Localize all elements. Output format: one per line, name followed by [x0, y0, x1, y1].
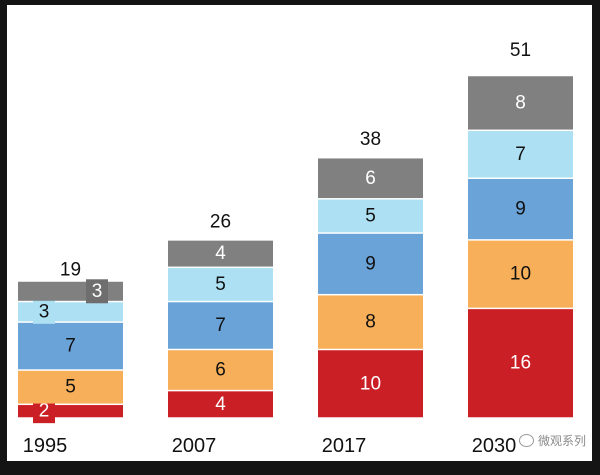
bar-2030-segment-1 [468, 309, 573, 418]
bar-1995-segment-2 [18, 370, 123, 404]
bar-2017-segment-2 [318, 295, 423, 349]
segment-label-2030-2: 10 [510, 264, 531, 285]
segment-label-2007-3: 7 [215, 315, 226, 336]
segment-label-2017-4: 5 [365, 205, 376, 226]
total-label-2017: 38 [360, 129, 381, 150]
segment-label-1995-3: 7 [65, 336, 76, 357]
x-tick-label-1995: 1995 [23, 435, 68, 457]
total-label-2030: 51 [510, 40, 531, 61]
watermark-text: 微观系列 [537, 434, 586, 448]
chart-panel: 2 5 7 3 3 19 1995 4 6 7 5 4 26 2007 10 8 9 5 6 38 2017 16 10 9 7… [7, 5, 592, 461]
bar-2007-segment-4 [168, 268, 273, 301]
segment-label-1995-2: 5 [65, 377, 76, 398]
bar-2017-segment-5 [318, 158, 423, 199]
segment-label-2017-5: 6 [365, 168, 376, 189]
label-chip-1995-5 [86, 279, 108, 304]
stacked-bar-chart: 2573319199546754262007108956382017161097… [18, 40, 573, 457]
bar-2030-segment-5 [468, 76, 573, 130]
wechat-icon [518, 434, 534, 447]
x-tick-label-2030: 2030 [472, 435, 517, 457]
segment-label-2007-4: 5 [215, 274, 226, 295]
bar-2030-segment-3 [468, 179, 573, 240]
x-tick-label-2017: 2017 [322, 435, 367, 457]
bar-1995-segment-3 [18, 322, 123, 370]
segment-label-2030-1: 16 [510, 353, 531, 374]
segment-label-2030-3: 9 [515, 199, 526, 220]
segment-label-2007-1: 4 [215, 394, 226, 415]
label-chip-1995-1 [33, 399, 55, 424]
bar-2007-segment-3 [168, 302, 273, 349]
label-chip-1995-4 [33, 299, 55, 324]
segment-label-2017-2: 8 [365, 312, 376, 333]
segment-label-1995-4: 3 [39, 301, 50, 322]
segment-label-1995-1: 2 [39, 401, 50, 422]
bar-2030-segment-4 [468, 131, 573, 178]
segment-label-2007-2: 6 [215, 360, 226, 381]
segment-label-2007-5: 4 [215, 243, 226, 264]
bar-2007-segment-5 [168, 240, 273, 267]
segment-label-1995-5: 3 [92, 281, 103, 302]
bar-2017-segment-4 [318, 199, 423, 233]
watermark: 微观系列 [518, 432, 586, 449]
segment-label-2030-5: 8 [515, 92, 526, 113]
bar-2007-segment-1 [168, 391, 273, 418]
segment-label-2030-4: 7 [515, 144, 526, 165]
segment-label-2017-1: 10 [360, 373, 381, 394]
segment-label-2017-3: 9 [365, 253, 376, 274]
bar-2017-segment-3 [318, 233, 423, 294]
bar-2007-segment-2 [168, 350, 273, 390]
total-label-1995: 19 [60, 259, 81, 280]
total-label-2007: 26 [210, 211, 231, 232]
x-tick-label-2007: 2007 [172, 435, 217, 457]
bar-2017-segment-1 [318, 350, 423, 418]
bar-2030-segment-2 [468, 240, 573, 308]
